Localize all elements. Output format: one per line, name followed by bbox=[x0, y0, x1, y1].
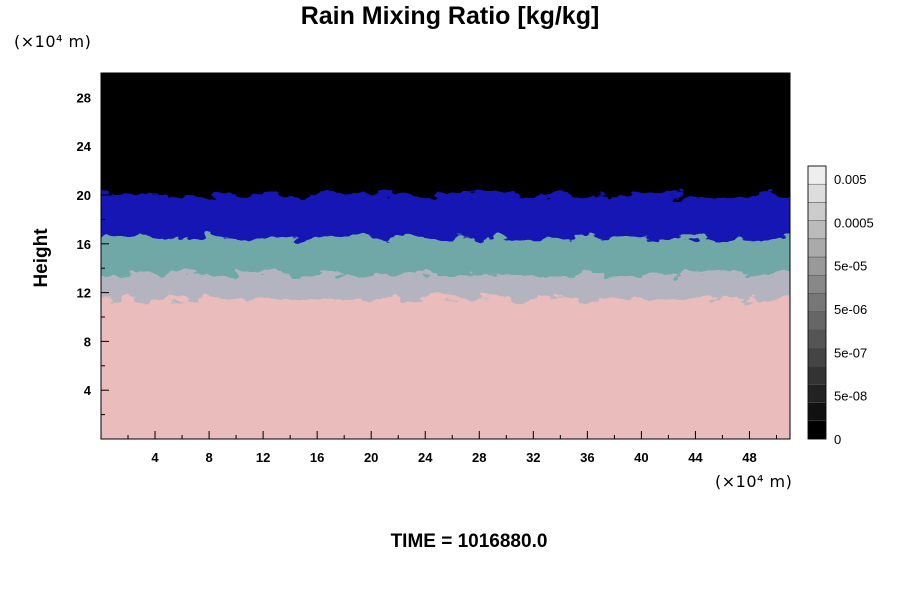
x-tick-label: 44 bbox=[688, 450, 703, 465]
plot-frame bbox=[100, 72, 791, 440]
y-tick-label: 20 bbox=[77, 188, 91, 203]
colorbar-segment bbox=[807, 365, 827, 385]
colorbar-segment bbox=[807, 256, 827, 276]
y-tick-label: 24 bbox=[77, 139, 92, 154]
x-tick-label: 32 bbox=[526, 450, 540, 465]
colorbar-segment bbox=[807, 220, 827, 240]
x-tick-label: 8 bbox=[205, 450, 212, 465]
colorbar-segment bbox=[807, 311, 827, 331]
y-tick-label: 12 bbox=[77, 286, 91, 301]
colorbar-segment bbox=[807, 183, 827, 203]
colorbar-frame bbox=[807, 165, 827, 440]
colorbar-label: 5e-05 bbox=[834, 259, 867, 274]
x-tick-label: 48 bbox=[742, 450, 756, 465]
x-tick-label: 24 bbox=[418, 450, 433, 465]
x-tick-label: 40 bbox=[634, 450, 648, 465]
colorbar-label: 0.005 bbox=[834, 172, 867, 187]
colorbar-segment bbox=[807, 293, 827, 312]
colorbar-segment bbox=[807, 329, 827, 349]
colorbar-segment bbox=[807, 384, 827, 403]
x-tick-label: 28 bbox=[472, 450, 486, 465]
colorbar-segment bbox=[807, 202, 827, 221]
x-tick-label: 20 bbox=[364, 450, 378, 465]
y-tick-label: 16 bbox=[77, 237, 91, 252]
colorbar-segment bbox=[807, 165, 827, 185]
field-layer-bottom bbox=[101, 298, 790, 439]
x-tick-label: 36 bbox=[580, 450, 594, 465]
colorbar-segment bbox=[807, 274, 827, 294]
y-axis: 4 8 12 16 20 24 28 bbox=[77, 90, 109, 416]
colorbar-label: 5e-08 bbox=[834, 389, 867, 404]
x-axis-unit: (×10⁴ m) bbox=[715, 472, 793, 491]
time-label: TIME = 1016880.0 bbox=[390, 531, 548, 552]
y-tick-label: 8 bbox=[84, 334, 91, 349]
y-tick-label: 4 bbox=[84, 383, 92, 398]
colorbar-segment bbox=[807, 420, 827, 440]
colorbar-segment bbox=[807, 347, 827, 367]
colorbar-label: 5e-07 bbox=[834, 345, 867, 360]
field-layer-top bbox=[101, 73, 790, 208]
plot-area bbox=[101, 73, 790, 439]
x-tick-label: 12 bbox=[256, 450, 270, 465]
colorbar-segment bbox=[807, 402, 827, 422]
colorbar-label: 0 bbox=[834, 432, 841, 447]
colorbar-segment bbox=[807, 238, 827, 258]
colorbar: 0.005 0.0005 5e-05 5e-06 5e-07 5e-08 0 bbox=[807, 165, 874, 447]
colorbar-label: 5e-06 bbox=[834, 302, 867, 317]
x-tick-label: 4 bbox=[151, 450, 159, 465]
x-axis: 4 8 12 16 20 24 28 32 36 40 44 48 bbox=[127, 431, 777, 465]
colorbar-label: 0.0005 bbox=[834, 215, 874, 230]
x-tick-label: 16 bbox=[310, 450, 324, 465]
y-axis-unit: (×10⁴ m) bbox=[14, 32, 92, 51]
y-tick-label: 28 bbox=[77, 90, 91, 105]
chart-title: Rain Mixing Ratio [kg/kg] bbox=[300, 2, 600, 30]
